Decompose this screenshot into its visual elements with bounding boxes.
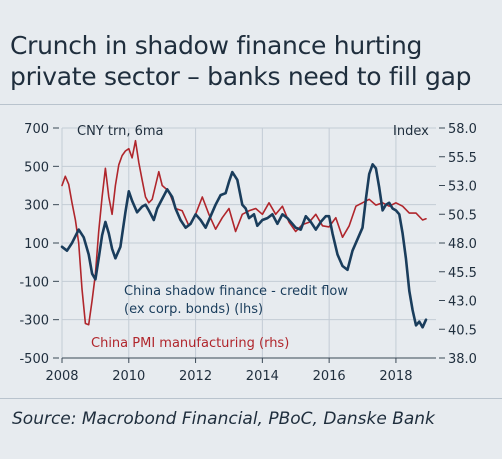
- x-tick-label-4: 2016: [313, 369, 346, 384]
- right-tick-label-2: 53.0: [448, 180, 477, 195]
- series-lines: [60, 139, 428, 329]
- x-tick-label-0: 2008: [45, 369, 78, 384]
- right-tick-label-7: 40.5: [448, 323, 477, 338]
- x-tick-label-1: 2010: [112, 369, 145, 384]
- right-tick-label-1: 55.5: [448, 151, 477, 166]
- right-axis-ticks: 58.0 55.5 53.0 50.5 48.0 45.5 43.0 40.5 38.0: [439, 122, 477, 367]
- title-line-1: Crunch in shadow finance hurting: [10, 31, 423, 60]
- shadow-finance-line: [60, 163, 428, 329]
- left-tick-label-4: -100: [19, 275, 49, 290]
- left-axis-label: CNY trn, 6ma: [77, 124, 164, 139]
- source-divider: [0, 398, 502, 399]
- chart-area: 700 500 300 100 -100 -300 -500 58.0 55.5 53.0 50.…: [19, 122, 477, 384]
- left-tick-label-6: -500: [19, 352, 49, 367]
- right-tick-label-3: 50.5: [448, 208, 477, 223]
- right-axis-label: Index: [393, 124, 429, 139]
- left-tick-label-5: -300: [19, 314, 49, 329]
- x-tick-label-2: 2012: [179, 369, 212, 384]
- grid-lines: [61, 127, 436, 359]
- title-divider: [0, 104, 502, 105]
- left-tick-label-1: 500: [24, 160, 49, 175]
- left-axis-ticks: 700 500 300 100 -100 -300 -500: [19, 122, 59, 367]
- right-tick-label-0: 58.0: [448, 122, 477, 137]
- title-line-2: private sector – banks need to fill gap: [10, 62, 472, 91]
- x-axis-ticks: 2008 2010 2012 2014 2016 2018: [45, 358, 412, 384]
- source-note: Source: Macrobond Financial, PBoC, Dansk…: [12, 409, 435, 429]
- shadow-annotation-line2: (ex corp. bonds) (lhs): [124, 302, 263, 317]
- right-tick-label-5: 45.5: [448, 266, 477, 281]
- left-tick-label-3: 100: [24, 237, 49, 252]
- right-tick-label-6: 43.0: [448, 295, 477, 310]
- left-tick-label-0: 700: [24, 122, 49, 137]
- left-tick-label-2: 300: [24, 199, 49, 214]
- chart-title: Crunch in shadow finance hurting private…: [10, 30, 500, 92]
- shadow-annotation-line1: China shadow finance - credit flow: [124, 284, 348, 299]
- pmi-annotation: China PMI manufacturing (rhs): [91, 336, 289, 351]
- right-tick-label-8: 38.0: [448, 352, 477, 367]
- right-tick-label-4: 48.0: [448, 237, 477, 252]
- x-tick-label-5: 2018: [379, 369, 412, 384]
- x-tick-label-3: 2014: [246, 369, 279, 384]
